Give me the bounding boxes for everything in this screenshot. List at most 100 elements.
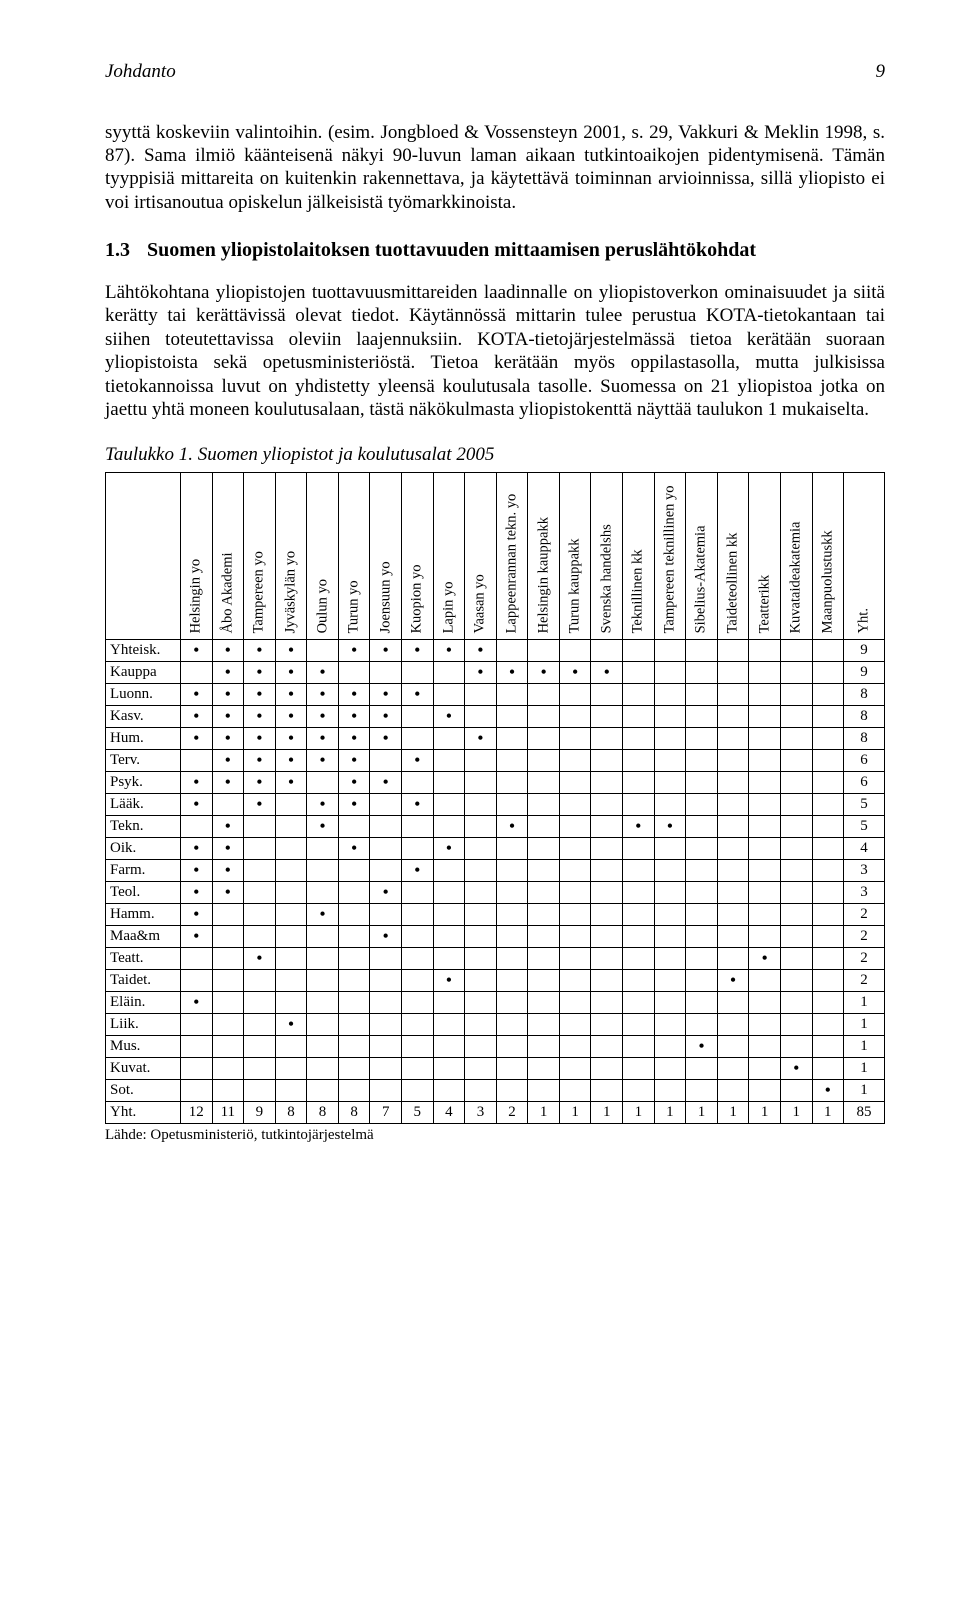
table-cell: • bbox=[402, 859, 434, 881]
table-cell: • bbox=[212, 771, 244, 793]
table-cell bbox=[465, 881, 497, 903]
table-cell: • bbox=[338, 749, 370, 771]
table-row: Eläin.•1 bbox=[106, 991, 885, 1013]
table-cell bbox=[402, 705, 434, 727]
row-label: Kuvat. bbox=[106, 1057, 181, 1079]
table-cell bbox=[465, 683, 497, 705]
table-cell bbox=[496, 1035, 528, 1057]
table-cell bbox=[496, 727, 528, 749]
table-cell bbox=[433, 1079, 465, 1101]
table-cell: • bbox=[717, 969, 749, 991]
table-cell bbox=[686, 991, 718, 1013]
table-cell bbox=[749, 749, 781, 771]
row-label: Mus. bbox=[106, 1035, 181, 1057]
table-cell bbox=[275, 881, 307, 903]
table-cell bbox=[528, 815, 560, 837]
table-cell bbox=[623, 925, 655, 947]
table-cell bbox=[496, 705, 528, 727]
table-cell bbox=[623, 661, 655, 683]
row-sum: 8 bbox=[844, 727, 885, 749]
table-cell bbox=[749, 859, 781, 881]
table-cell bbox=[559, 793, 591, 815]
table-cell: • bbox=[812, 1079, 844, 1101]
table-cell: • bbox=[654, 815, 686, 837]
table-cell bbox=[528, 881, 560, 903]
table-cell bbox=[591, 969, 623, 991]
row-sum: 1 bbox=[844, 991, 885, 1013]
table-cell: • bbox=[402, 683, 434, 705]
table-cell bbox=[749, 639, 781, 661]
table-row: Yhteisk.•••••••••9 bbox=[106, 639, 885, 661]
header-section-title: Johdanto bbox=[105, 60, 176, 85]
table-cell: • bbox=[338, 705, 370, 727]
table-cell: • bbox=[433, 705, 465, 727]
table-cell bbox=[780, 925, 812, 947]
table-cell bbox=[307, 991, 339, 1013]
table-cell bbox=[559, 1079, 591, 1101]
table-cell bbox=[307, 1079, 339, 1101]
table-cell: • bbox=[212, 881, 244, 903]
table-cell: • bbox=[180, 925, 212, 947]
table-cell bbox=[465, 1079, 497, 1101]
table-cell bbox=[465, 705, 497, 727]
table-cell bbox=[338, 859, 370, 881]
table-cell bbox=[402, 727, 434, 749]
row-sum: 3 bbox=[844, 881, 885, 903]
table-cell: • bbox=[338, 837, 370, 859]
column-header: Maanpuolustuskk bbox=[812, 472, 844, 639]
table-cell bbox=[402, 1013, 434, 1035]
table-cell bbox=[749, 1057, 781, 1079]
table-cell bbox=[402, 837, 434, 859]
table-cell bbox=[623, 793, 655, 815]
table-cell bbox=[402, 947, 434, 969]
table-cell: • bbox=[591, 661, 623, 683]
row-sum: 2 bbox=[844, 969, 885, 991]
table-cell bbox=[780, 947, 812, 969]
table-cell bbox=[465, 991, 497, 1013]
table-cell bbox=[338, 903, 370, 925]
table-cell bbox=[433, 859, 465, 881]
table-cell bbox=[812, 705, 844, 727]
footer-cell: 1 bbox=[654, 1101, 686, 1123]
table-cell bbox=[591, 1079, 623, 1101]
table-cell: • bbox=[275, 683, 307, 705]
table-cell bbox=[717, 903, 749, 925]
table-cell bbox=[780, 837, 812, 859]
table-cell bbox=[433, 1013, 465, 1035]
table-cell bbox=[686, 1079, 718, 1101]
table-cell bbox=[749, 793, 781, 815]
universities-table: Helsingin yoÅbo AkademiTampereen yoJyväs… bbox=[105, 472, 885, 1124]
table-cell bbox=[528, 947, 560, 969]
table-cell: • bbox=[307, 727, 339, 749]
footer-cell: 5 bbox=[402, 1101, 434, 1123]
footer-cell: 1 bbox=[559, 1101, 591, 1123]
table-body: Yhteisk.•••••••••9Kauppa•••••••••9Luonn.… bbox=[106, 639, 885, 1123]
table-cell bbox=[433, 683, 465, 705]
row-sum: 5 bbox=[844, 793, 885, 815]
table-cell bbox=[591, 749, 623, 771]
table-cell bbox=[528, 925, 560, 947]
table-cell bbox=[686, 639, 718, 661]
table-row: Taidet.••2 bbox=[106, 969, 885, 991]
table-cell bbox=[370, 661, 402, 683]
footer-cell: 1 bbox=[591, 1101, 623, 1123]
table-cell bbox=[717, 639, 749, 661]
table-cell bbox=[180, 947, 212, 969]
footer-cell: 12 bbox=[180, 1101, 212, 1123]
table-cell bbox=[465, 815, 497, 837]
table-header-row: Helsingin yoÅbo AkademiTampereen yoJyväs… bbox=[106, 472, 885, 639]
table-cell bbox=[812, 837, 844, 859]
table-cell bbox=[654, 947, 686, 969]
table-cell bbox=[812, 947, 844, 969]
table-cell bbox=[559, 859, 591, 881]
row-sum: 1 bbox=[844, 1057, 885, 1079]
row-sum: 9 bbox=[844, 639, 885, 661]
table-cell: • bbox=[338, 771, 370, 793]
table-cell bbox=[812, 727, 844, 749]
table-cell bbox=[654, 727, 686, 749]
column-header: Helsingin yo bbox=[180, 472, 212, 639]
table-cell: • bbox=[338, 683, 370, 705]
table-cell: • bbox=[275, 639, 307, 661]
table-cell: • bbox=[180, 771, 212, 793]
column-header-total: Yht. bbox=[844, 472, 885, 639]
